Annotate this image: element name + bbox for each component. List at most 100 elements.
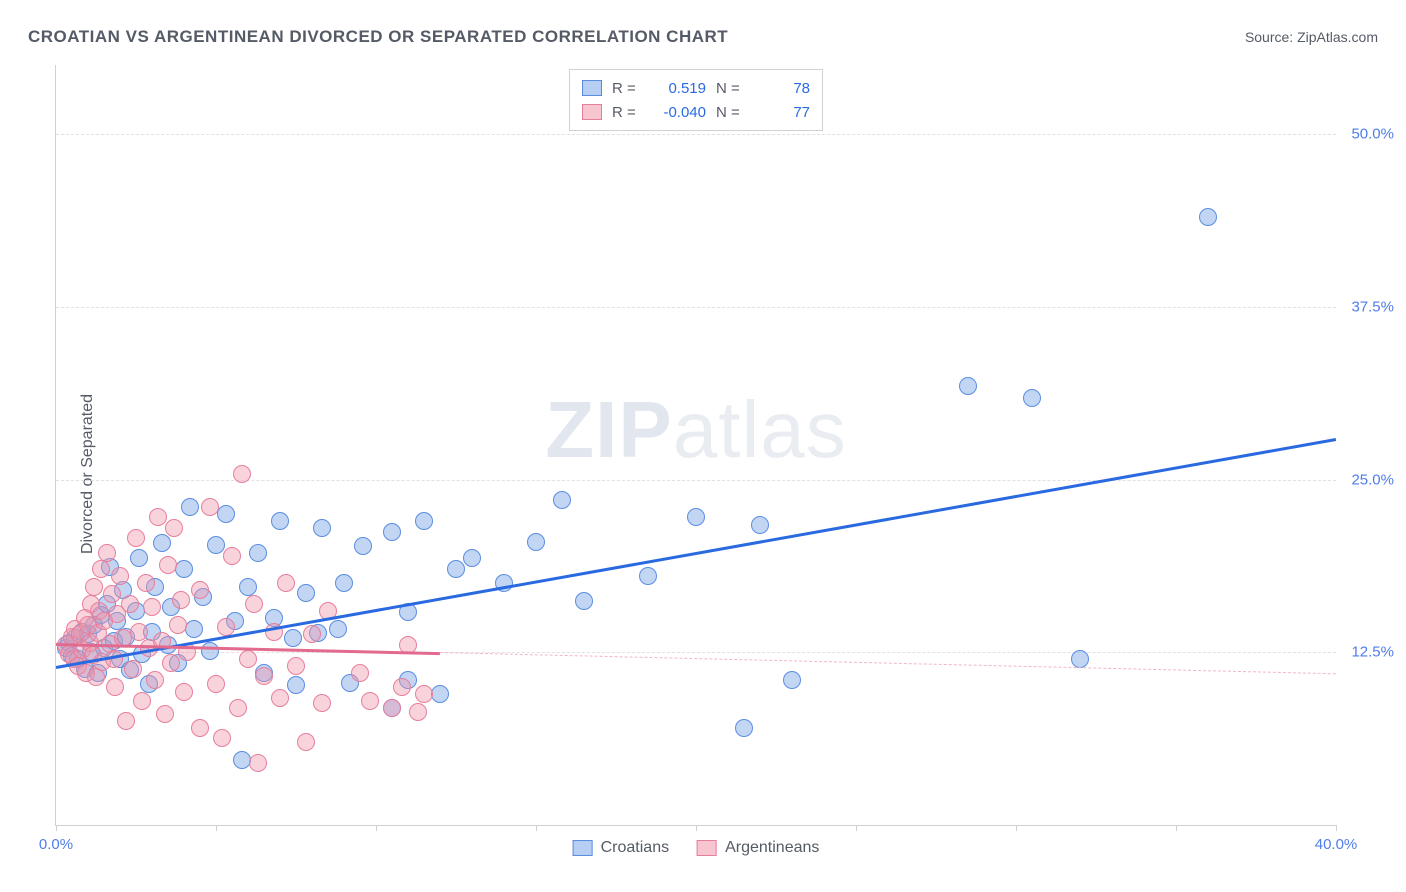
x-tick — [536, 825, 537, 831]
swatch-blue-icon — [573, 840, 593, 856]
data-point — [431, 685, 449, 703]
data-point — [191, 719, 209, 737]
r-label: R = — [612, 80, 640, 97]
data-point — [409, 703, 427, 721]
x-tick — [1176, 825, 1177, 831]
data-point — [735, 719, 753, 737]
chart-area: Divorced or Separated ZIPatlas R = 0.519… — [0, 55, 1406, 892]
swatch-pink-icon — [697, 840, 717, 856]
watermark-bold: ZIP — [545, 385, 672, 474]
n-value: 77 — [754, 104, 810, 121]
data-point — [201, 498, 219, 516]
y-tick-label: 12.5% — [1342, 644, 1394, 661]
source-name: ZipAtlas.com — [1297, 29, 1378, 45]
n-label: N = — [716, 80, 744, 97]
data-point — [169, 616, 187, 634]
gridline — [56, 134, 1336, 135]
data-point — [751, 516, 769, 534]
data-point — [463, 549, 481, 567]
data-point — [313, 694, 331, 712]
data-point — [130, 623, 148, 641]
data-point — [201, 642, 219, 660]
data-point — [175, 683, 193, 701]
data-point — [156, 705, 174, 723]
data-point — [133, 692, 151, 710]
data-point — [103, 585, 121, 603]
data-point — [165, 519, 183, 537]
data-point — [153, 534, 171, 552]
data-point — [351, 664, 369, 682]
legend-item-croatians: Croatians — [573, 839, 669, 857]
x-tick — [216, 825, 217, 831]
data-point — [329, 620, 347, 638]
data-point — [92, 560, 110, 578]
x-tick — [56, 825, 57, 831]
y-tick-label: 37.5% — [1342, 298, 1394, 315]
data-point — [447, 560, 465, 578]
data-point — [98, 544, 116, 562]
data-point — [297, 733, 315, 751]
data-point — [85, 578, 103, 596]
data-point — [106, 678, 124, 696]
x-tick — [696, 825, 697, 831]
x-tick — [856, 825, 857, 831]
x-tick-label: 40.0% — [1315, 836, 1358, 853]
data-point — [271, 512, 289, 530]
x-tick — [1016, 825, 1017, 831]
stats-row-croatians: R = 0.519 N = 78 — [582, 76, 810, 100]
data-point — [149, 508, 167, 526]
data-point — [284, 629, 302, 647]
x-tick — [376, 825, 377, 831]
data-point — [137, 574, 155, 592]
data-point — [383, 523, 401, 541]
data-point — [303, 625, 321, 643]
data-point — [1023, 389, 1041, 407]
data-point — [245, 595, 263, 613]
watermark: ZIPatlas — [545, 384, 846, 476]
swatch-pink-icon — [582, 104, 602, 120]
data-point — [271, 689, 289, 707]
source-attribution: Source: ZipAtlas.com — [1245, 29, 1378, 45]
data-point — [383, 699, 401, 717]
data-point — [335, 574, 353, 592]
data-point — [130, 549, 148, 567]
r-value: 0.519 — [650, 80, 706, 97]
watermark-light: atlas — [673, 385, 847, 474]
data-point — [172, 591, 190, 609]
trend-line-extrapolated — [440, 652, 1336, 674]
data-point — [527, 533, 545, 551]
data-point — [207, 675, 225, 693]
data-point — [181, 498, 199, 516]
data-point — [553, 491, 571, 509]
data-point — [175, 560, 193, 578]
data-point — [1199, 208, 1217, 226]
data-point — [121, 595, 139, 613]
data-point — [354, 537, 372, 555]
data-point — [393, 678, 411, 696]
data-point — [415, 512, 433, 530]
data-point — [783, 671, 801, 689]
gridline — [56, 307, 1336, 308]
data-point — [185, 620, 203, 638]
data-point — [255, 667, 273, 685]
swatch-blue-icon — [582, 80, 602, 96]
data-point — [287, 657, 305, 675]
data-point — [361, 692, 379, 710]
y-tick-label: 25.0% — [1342, 471, 1394, 488]
source-label: Source: — [1245, 29, 1293, 45]
data-point — [287, 676, 305, 694]
legend-item-argentineans: Argentineans — [697, 839, 819, 857]
data-point — [639, 567, 657, 585]
r-label: R = — [612, 104, 640, 121]
y-tick-label: 50.0% — [1342, 126, 1394, 143]
data-point — [249, 754, 267, 772]
n-value: 78 — [754, 80, 810, 97]
data-point — [111, 567, 129, 585]
plot-region: ZIPatlas R = 0.519 N = 78 R = -0.040 N =… — [55, 65, 1336, 826]
data-point — [213, 729, 231, 747]
data-point — [191, 581, 209, 599]
stats-row-argentineans: R = -0.040 N = 77 — [582, 100, 810, 124]
data-point — [124, 660, 142, 678]
data-point — [239, 578, 257, 596]
data-point — [277, 574, 295, 592]
